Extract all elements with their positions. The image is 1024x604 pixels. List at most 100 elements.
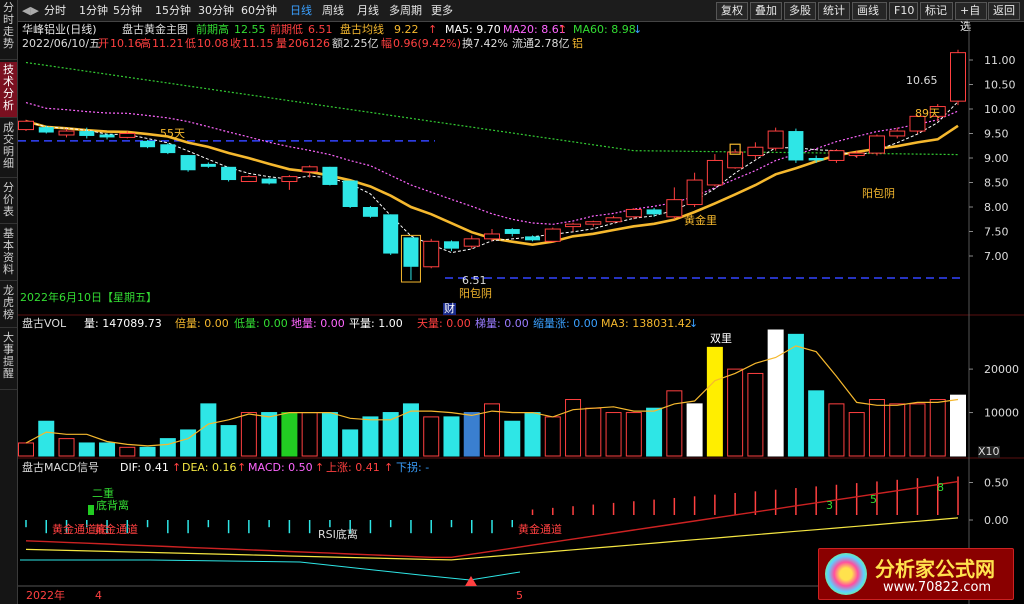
annotation-8: 8	[937, 481, 944, 494]
candle-body-down	[140, 140, 156, 148]
volume-bar	[585, 407, 602, 457]
candle-body-down	[362, 207, 378, 217]
avg-up-arrow-icon: ↑	[428, 23, 438, 36]
sidebar-tab-0[interactable]: 分时走势	[0, 0, 17, 60]
volume-bar	[240, 412, 257, 457]
annotation-dibeili: 底背离	[96, 499, 129, 512]
candle-body-up	[625, 208, 642, 218]
candle-body-up	[484, 233, 500, 240]
period-tab-4[interactable]: 30分钟	[198, 4, 234, 17]
candle-body-down	[221, 166, 237, 181]
sidebar-tab-1[interactable]: 技术分析	[0, 62, 17, 118]
amount-value: 额2.25亿	[332, 37, 379, 50]
toolbar-button-6[interactable]: 标记	[920, 2, 953, 20]
annotation-yangbaoyin-2: 阳包阴	[862, 187, 895, 200]
bar-date: 2022/06/10/五	[22, 37, 101, 50]
annotation-low-price: 6.51	[462, 274, 487, 287]
toolbar-button-2[interactable]: 多股	[784, 2, 816, 20]
candle-body-down	[160, 144, 176, 154]
period-tab-2[interactable]: 5分钟	[113, 4, 142, 17]
turnover-value: 换7.42%	[462, 37, 508, 50]
candle-body-down	[322, 166, 338, 185]
sidebar-tab-4[interactable]: 基本资料	[0, 226, 17, 281]
price-tick-label: 11.00	[984, 54, 1016, 67]
price-tick-label: 10.00	[984, 103, 1016, 116]
volume-bar	[909, 403, 926, 457]
pingliang-value: 平量: 1.00	[349, 317, 403, 330]
period-tab-1[interactable]: 1分钟	[79, 4, 108, 17]
vol-value: 206126	[288, 37, 330, 50]
period-tab-0[interactable]: 分时	[44, 4, 66, 17]
volume-bar	[767, 329, 784, 457]
annotation-huangjin-2: 黄金通道	[94, 523, 138, 536]
volume-ma-line	[25, 345, 959, 447]
macd-base-line	[20, 559, 521, 581]
toolbar-button-1[interactable]: 叠加	[750, 2, 782, 20]
close-label: 收	[230, 37, 241, 50]
top-toolbar: 分时 1分钟 5分钟 15分钟 30分钟 60分钟 日线 周线 月线 多周期 更多 复权 叠加 多股 统计画…	[0, 0, 1024, 33]
nav-arrows-icon[interactable]: ◀▶	[22, 4, 39, 17]
vol-value-label: 量: 147089.73	[84, 317, 162, 330]
price-tick-label: 9.00	[984, 152, 1009, 165]
indicator-name[interactable]: 盘古黄金主图	[122, 23, 188, 36]
period-tab-5[interactable]: 60分钟	[241, 4, 277, 17]
candle-body-down	[342, 180, 358, 207]
volume-bar	[423, 416, 440, 457]
low-label: 低	[185, 37, 196, 50]
toolbar-button-8[interactable]: 返回	[988, 2, 1020, 20]
candle-body-up	[119, 133, 136, 138]
period-tab-6[interactable]: 日线	[290, 4, 312, 17]
candle-body-down	[646, 209, 662, 215]
macd-panel-title[interactable]: 盘古MACD信号	[22, 461, 99, 474]
ma60-value: MA60: 8.98	[573, 23, 636, 36]
price-tick-label: 7.00	[984, 250, 1009, 263]
volume-bar	[159, 438, 176, 457]
sector-value[interactable]: 铝	[572, 37, 583, 50]
candle-body-up	[747, 146, 764, 157]
period-tab-9[interactable]: 多周期	[389, 4, 422, 17]
toolbar-button-4[interactable]: 画线	[852, 2, 887, 20]
volume-bar	[686, 403, 703, 457]
sidebar-tab-2[interactable]: 成交明细	[0, 120, 17, 178]
sidebar-tab-3[interactable]: 分价表	[0, 180, 17, 224]
volume-bar	[625, 412, 642, 457]
toolbar-button-7[interactable]: +自选	[955, 2, 987, 33]
volume-bar	[463, 412, 480, 457]
watermark-title: 分析家公式网	[875, 557, 995, 581]
ma20-up-arrow-icon: ↑	[558, 23, 568, 36]
toolbar-button-3[interactable]: 统计	[818, 2, 850, 20]
ma20-line	[25, 102, 959, 225]
candle-body-down	[261, 178, 277, 184]
period-tab-10[interactable]: 更多	[431, 4, 453, 17]
avg-value: 9.22	[394, 23, 419, 36]
dif-line	[25, 480, 959, 558]
sidebar-tab-5[interactable]: 龙虎榜	[0, 283, 17, 328]
candle-body-up	[58, 130, 75, 136]
x-label-year: 2022年	[26, 589, 65, 602]
dea-value: DEA: 0.16	[182, 461, 237, 474]
vol-tick-label: 20000	[984, 363, 1019, 376]
vol-tick-label: 10000	[984, 407, 1019, 420]
volume-bar	[321, 412, 338, 457]
toolbar-button-0[interactable]: 复权	[716, 2, 748, 20]
left-sidebar: 分时走势技术分析成交明细分价表基本资料龙虎榜大事提醒	[0, 0, 18, 604]
annotation-cai[interactable]: 财	[443, 302, 456, 315]
change-value: 0.96(9.42%)	[393, 37, 462, 50]
vol-panel-title[interactable]: 盘古VOL	[22, 317, 67, 330]
volume-bar	[544, 416, 561, 457]
period-tab-7[interactable]: 周线	[322, 4, 344, 17]
macd-tick-label: 0.00	[984, 514, 1009, 527]
annotation-5: 5	[870, 493, 877, 506]
change-label: 幅	[381, 37, 392, 50]
volume-bar	[362, 416, 379, 457]
period-tab-8[interactable]: 月线	[357, 4, 379, 17]
beiliang-value: 倍量: 0.00	[175, 317, 229, 330]
toolbar-button-5[interactable]: F10	[889, 2, 918, 20]
period-tab-3[interactable]: 15分钟	[155, 4, 191, 17]
vol-ma3-down-arrow-icon: ↓	[689, 317, 699, 330]
sidebar-tab-6[interactable]: 大事提醒	[0, 330, 17, 390]
volume-bar	[828, 403, 845, 457]
close-value: 11.15	[242, 37, 274, 50]
volume-bar	[868, 399, 885, 457]
